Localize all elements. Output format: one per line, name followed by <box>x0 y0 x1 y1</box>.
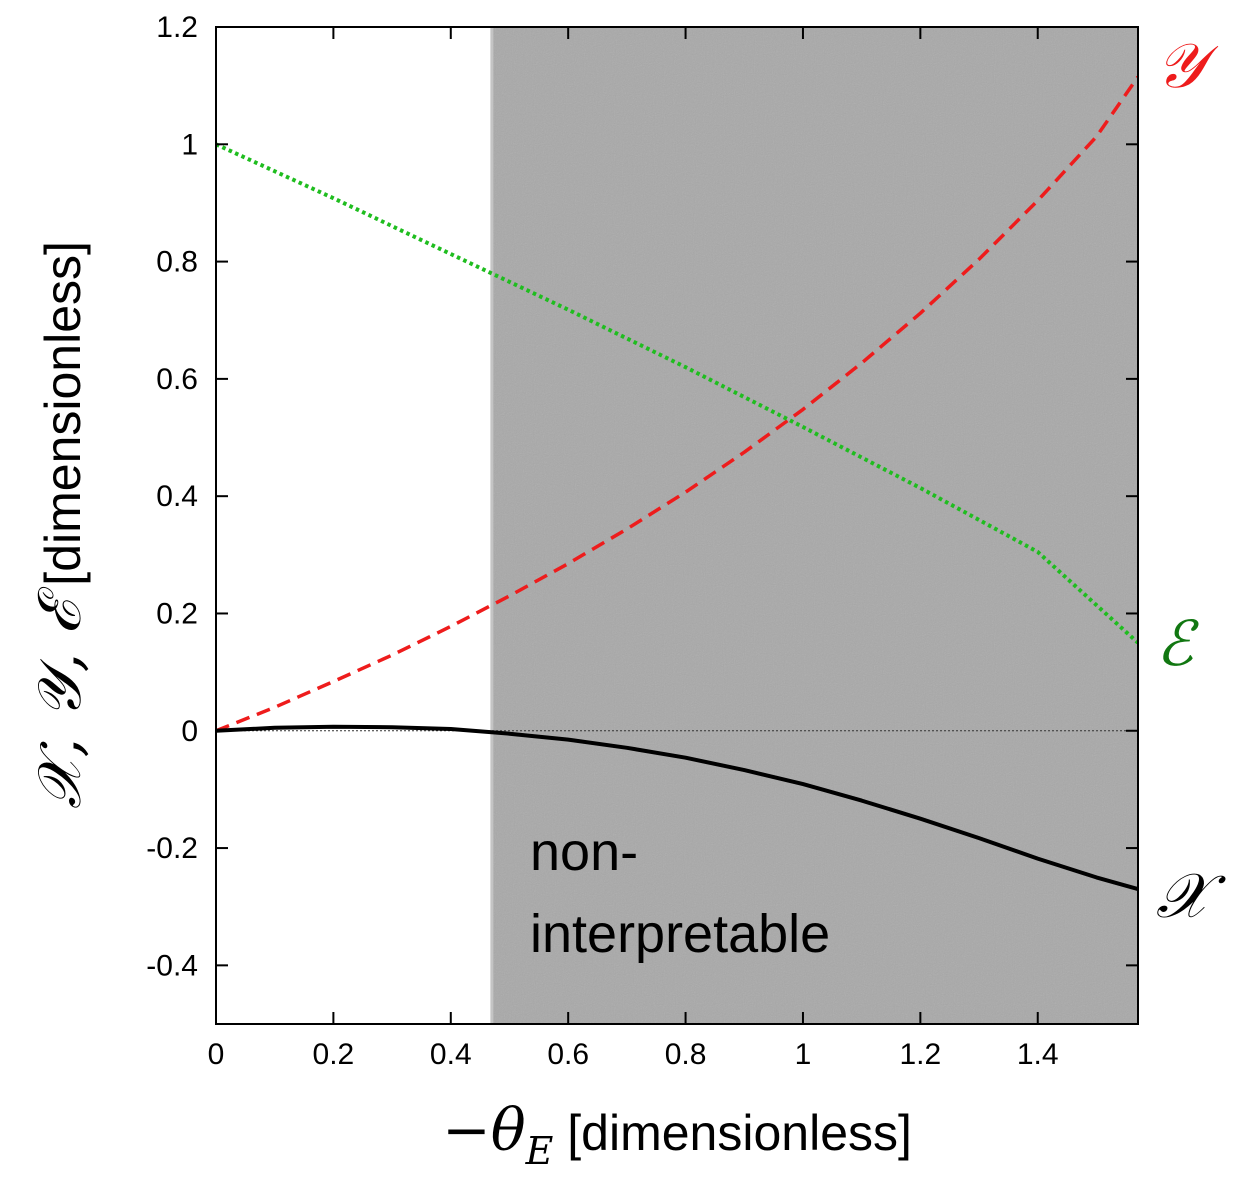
y-tick-label: 0.2 <box>156 597 198 630</box>
x-axis-title-subscript: E <box>525 1129 554 1173</box>
series-label-2: 𝒳 <box>1156 859 1226 932</box>
series-labels: 𝒴 ℰ 𝒳 <box>1156 29 1226 932</box>
region-label-line2: interpretable <box>530 904 830 964</box>
y-axis-title-symbols: 𝒳, 𝒴, ℰ <box>25 586 95 809</box>
y-tick-label: 0.8 <box>156 246 198 279</box>
x-tick-label: 0.8 <box>665 1038 707 1071</box>
x-tick-label: 0 <box>208 1038 225 1071</box>
x-tick-label: 1 <box>795 1038 812 1071</box>
x-tick-label: 1.2 <box>899 1038 941 1071</box>
x-axis-title-units: [dimensionless] <box>553 1105 912 1161</box>
region-label-line1: non- <box>530 822 638 882</box>
y-axis-title-units: [dimensionless] <box>35 241 91 600</box>
plot-frame <box>215 26 1139 1025</box>
x-tick-label: 0.2 <box>313 1038 355 1071</box>
series-label-1: ℰ <box>1156 607 1199 680</box>
y-axis-title: 𝒳, 𝒴, ℰ [dimensionless] <box>25 241 95 809</box>
y-tick-label: 0.6 <box>156 363 198 396</box>
series-line-0 <box>216 75 1138 733</box>
y-tick-label: -0.2 <box>146 832 198 865</box>
y-tick-label: 1.2 <box>156 11 198 44</box>
series-line-1 <box>216 142 1138 645</box>
series-label-0: 𝒴 <box>1156 29 1219 102</box>
series-layer <box>216 75 1138 892</box>
x-tick-label: 0.6 <box>547 1038 589 1071</box>
y-tick-label: -0.4 <box>146 949 198 982</box>
x-axis-title-prefix: −θ <box>442 1096 526 1164</box>
y-tick-label: 0.4 <box>156 480 198 513</box>
x-axis-title: −θE [dimensionless] <box>442 1096 912 1173</box>
y-tick-label: 0 <box>181 715 198 748</box>
series-line-2 <box>216 724 1138 892</box>
ticks-layer: 0 0.2 0.4 0.6 0.8 1 1.2 1.4 -0.4 -0.2 0 0.2 0.4 0.6 0.… <box>146 11 1138 1071</box>
x-tick-label: 1.4 <box>1017 1038 1059 1071</box>
y-tick-label: 1 <box>181 128 198 161</box>
x-tick-label: 0.4 <box>430 1038 472 1071</box>
